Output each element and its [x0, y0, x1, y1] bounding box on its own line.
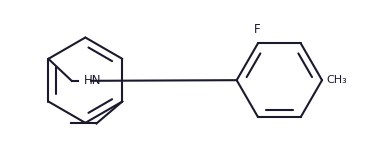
Text: HN: HN [84, 74, 101, 87]
Text: CH₃: CH₃ [326, 75, 347, 85]
Text: F: F [253, 23, 260, 36]
